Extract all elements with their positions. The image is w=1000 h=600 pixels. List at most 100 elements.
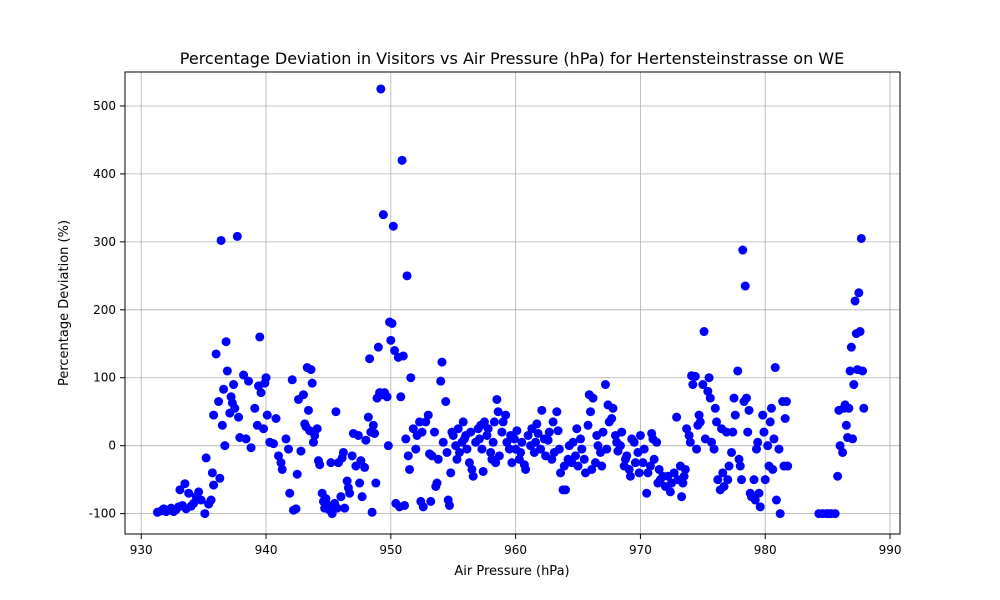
- data-point: [331, 407, 341, 417]
- data-point: [296, 446, 306, 456]
- data-point: [507, 458, 517, 468]
- data-point: [209, 480, 219, 490]
- y-axis-label: Percentage Deviation (%): [57, 220, 72, 386]
- data-point: [704, 373, 714, 383]
- data-point: [211, 349, 221, 359]
- data-point: [568, 437, 578, 447]
- data-point: [634, 468, 644, 478]
- data-point: [830, 509, 840, 519]
- data-point: [281, 434, 291, 444]
- data-point: [368, 420, 378, 430]
- data-point: [749, 475, 759, 485]
- data-point: [303, 405, 313, 415]
- data-point: [544, 427, 554, 437]
- data-point: [630, 458, 640, 468]
- data-point: [326, 458, 336, 468]
- data-point: [723, 475, 733, 485]
- data-point: [833, 471, 843, 481]
- data-point: [649, 454, 659, 464]
- data-point: [396, 392, 406, 402]
- data-point: [835, 441, 845, 451]
- data-point: [694, 410, 704, 420]
- data-point: [547, 454, 557, 464]
- data-point: [718, 468, 728, 478]
- data-point: [436, 376, 446, 386]
- data-point: [306, 365, 316, 375]
- data-point: [483, 424, 493, 434]
- data-point: [345, 488, 355, 498]
- data-point: [477, 444, 487, 454]
- data-point: [755, 502, 765, 512]
- data-point: [387, 318, 397, 328]
- data-point: [285, 488, 295, 498]
- data-point: [415, 417, 425, 427]
- data-point: [624, 464, 634, 474]
- data-point: [753, 437, 763, 447]
- data-point: [780, 414, 790, 423]
- data-point: [600, 380, 610, 390]
- data-point: [234, 412, 244, 422]
- data-point: [246, 443, 256, 453]
- data-point: [763, 441, 773, 451]
- data-point: [229, 380, 239, 390]
- data-point: [502, 437, 512, 447]
- data-point: [846, 342, 856, 352]
- data-point: [561, 485, 571, 495]
- data-point: [261, 373, 271, 383]
- data-point: [244, 376, 254, 386]
- data-point: [206, 495, 216, 505]
- x-tick-label: 940: [255, 543, 278, 557]
- data-point: [353, 430, 363, 440]
- data-point: [579, 454, 589, 464]
- data-point: [355, 478, 365, 488]
- data-point: [479, 417, 489, 427]
- data-point: [400, 500, 410, 510]
- data-point: [437, 357, 447, 367]
- data-point: [466, 427, 476, 437]
- data-point: [699, 327, 709, 337]
- data-point: [388, 221, 398, 231]
- data-point: [554, 444, 564, 454]
- data-point: [617, 427, 627, 437]
- data-point: [444, 500, 454, 510]
- data-point: [703, 386, 713, 396]
- data-point: [488, 437, 498, 447]
- data-point: [733, 366, 743, 376]
- data-point: [291, 504, 301, 514]
- data-point: [448, 430, 458, 440]
- data-point: [856, 233, 866, 243]
- data-point: [382, 392, 392, 402]
- grid-lines: [125, 72, 900, 534]
- data-point: [292, 469, 302, 479]
- data-point: [844, 403, 854, 413]
- data-point: [622, 451, 632, 461]
- data-point: [642, 488, 652, 498]
- data-point: [743, 427, 753, 437]
- data-point: [283, 444, 293, 454]
- data-point: [255, 332, 265, 342]
- data-point: [486, 447, 496, 457]
- data-point: [180, 479, 190, 489]
- data-point: [645, 461, 655, 471]
- data-point: [467, 464, 477, 474]
- data-point: [602, 444, 612, 454]
- data-point: [363, 412, 373, 422]
- data-point: [307, 378, 317, 388]
- data-point: [597, 461, 607, 471]
- data-point: [769, 434, 779, 444]
- data-point: [342, 476, 352, 486]
- data-point: [712, 417, 722, 427]
- data-point: [768, 464, 778, 474]
- data-point: [497, 427, 507, 437]
- data-point: [370, 428, 380, 438]
- data-point: [474, 434, 484, 444]
- data-point: [406, 373, 416, 383]
- data-point: [678, 478, 688, 488]
- data-point: [512, 426, 522, 436]
- data-point: [690, 371, 700, 381]
- data-point: [441, 397, 451, 407]
- data-point: [571, 451, 581, 461]
- data-point: [751, 444, 761, 454]
- data-point: [705, 393, 715, 403]
- data-point: [378, 210, 388, 220]
